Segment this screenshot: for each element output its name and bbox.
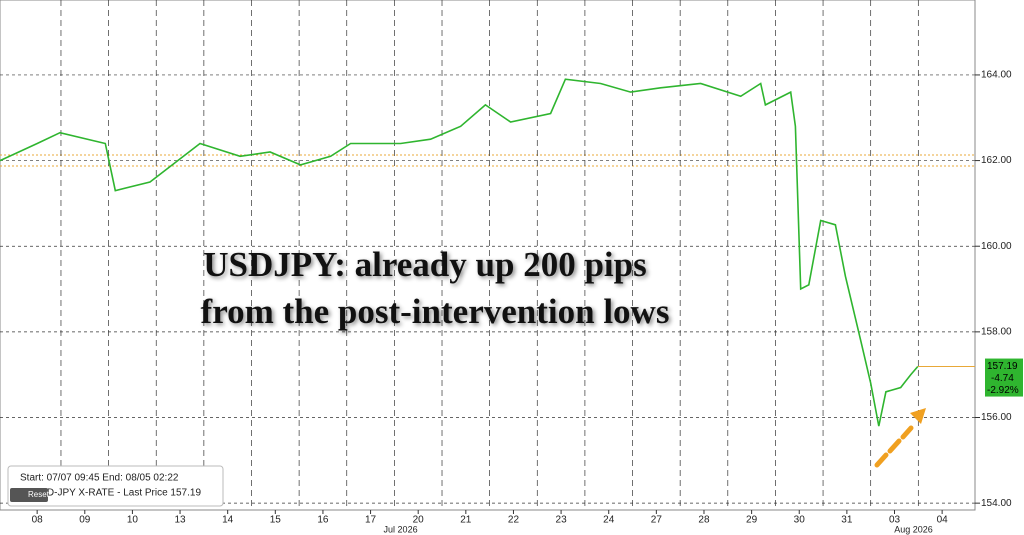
marks (0, 78, 919, 427)
y-tick-label: 154.00 (981, 498, 1012, 509)
x-tick-label: 23 (556, 515, 568, 526)
range-label: Start: 07/07 09:45 End: 08/05 02:22 (20, 473, 179, 484)
x-tick-label: 16 (317, 515, 329, 526)
x-tick-label: 24 (603, 515, 615, 526)
x-tick-label: 10 (127, 515, 139, 526)
x-tick-label: 17 (365, 515, 377, 526)
last-price-box (985, 358, 1023, 397)
reset-label[interactable]: Reset (28, 490, 50, 499)
plot-area (0, 0, 976, 511)
change: -4.74 (991, 373, 1014, 384)
x-tick-label: 03 (889, 515, 901, 526)
annotation: from the post-intervention lows (201, 292, 670, 331)
x-tick-label: 30 (794, 515, 806, 526)
x-tick-label: 15 (270, 515, 282, 526)
x-tick-label: 21 (460, 515, 472, 526)
x-tick-label: 29 (746, 515, 758, 526)
y-tick-label: 158.00 (981, 327, 1012, 338)
price-line (0, 78, 919, 427)
x-tick-label: 09 (79, 515, 91, 526)
x-tick-label: 14 (222, 515, 234, 526)
x-tick-label: 13 (174, 515, 186, 526)
annotation: USDJPY: already up 200 pips (203, 245, 646, 284)
axes: 154.00 156.00 158.00 160.00 162.00 164.00 08 09… (32, 70, 1023, 534)
arrow-head (910, 408, 926, 424)
arrow (874, 425, 914, 468)
x-tick-label: 20 (413, 515, 425, 526)
legend-label: USD-JPY X-RATE - Last Price 157.19 (33, 488, 201, 499)
y-tick-label: 160.00 (981, 241, 1012, 252)
reset-button[interactable] (10, 488, 48, 502)
change-pct: -2.92% (987, 385, 1019, 396)
last-price: 157.19 (987, 361, 1018, 372)
legend-box (7, 465, 224, 507)
y-tick-label: 164.00 (981, 70, 1012, 81)
y-tick-label: 162.00 (981, 155, 1012, 166)
x-tick-label: 28 (698, 515, 710, 526)
x-tick-label: 31 (841, 515, 853, 526)
x-tick-label: 04 (937, 515, 949, 526)
month-label: Aug 2026 (894, 524, 933, 534)
month-label: Jul 2026 (384, 524, 418, 534)
x-tick-label: 22 (508, 515, 520, 526)
x-tick-label: 08 (32, 515, 44, 526)
grid (0, 0, 975, 510)
x-tick-label: 27 (651, 515, 663, 526)
y-tick-label: 156.00 (981, 412, 1012, 423)
